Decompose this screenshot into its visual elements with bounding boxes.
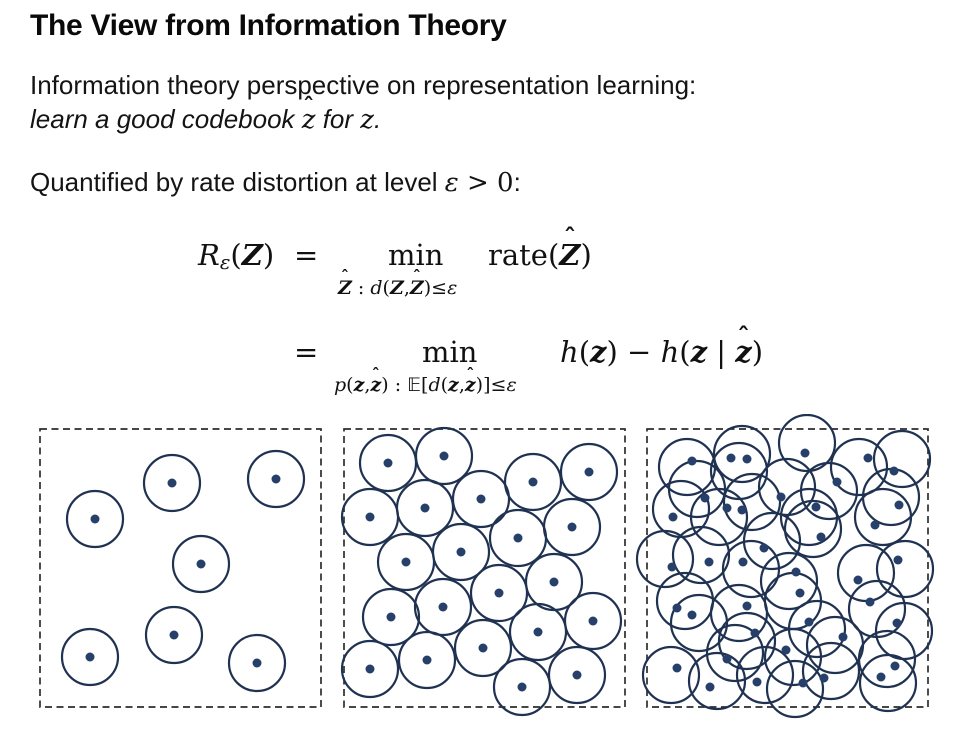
intro-line-1: Information theory perspective on repres…	[30, 70, 697, 100]
quantified-prefix: Quantified by rate distortion at level	[30, 167, 445, 197]
epsilon-medium-panel	[340, 426, 626, 717]
formula-min-2-constraint: p(z, ˆ z) : 𝔼[d(z, ˆ z)]≤ε	[334, 365, 517, 396]
epsilon-small-panel	[635, 414, 935, 719]
epsilon-symbol: ε	[444, 168, 459, 198]
epsilon-large-panel	[39, 428, 322, 708]
intro-line-2-mid: for	[315, 104, 361, 134]
formula-min-1: min	[388, 238, 444, 272]
formula-entropy-terms: h(z) − h(z | ˆ z)	[560, 321, 764, 369]
formula-lhs: Rε(Z)	[198, 238, 275, 275]
page-title: The View from Information Theory	[30, 9, 507, 42]
formula-rate-term: rate(ˆ Z)	[488, 222, 592, 272]
formula-equals-2: =	[294, 335, 319, 369]
formula-min-2: min	[422, 335, 478, 369]
formula-equals-1: =	[294, 238, 319, 272]
intro-line-2-prefix: learn a good codebook	[30, 104, 302, 134]
z-symbol: z	[360, 105, 374, 135]
quantified-line: Quantified by rate distortion at level ε…	[30, 167, 521, 198]
